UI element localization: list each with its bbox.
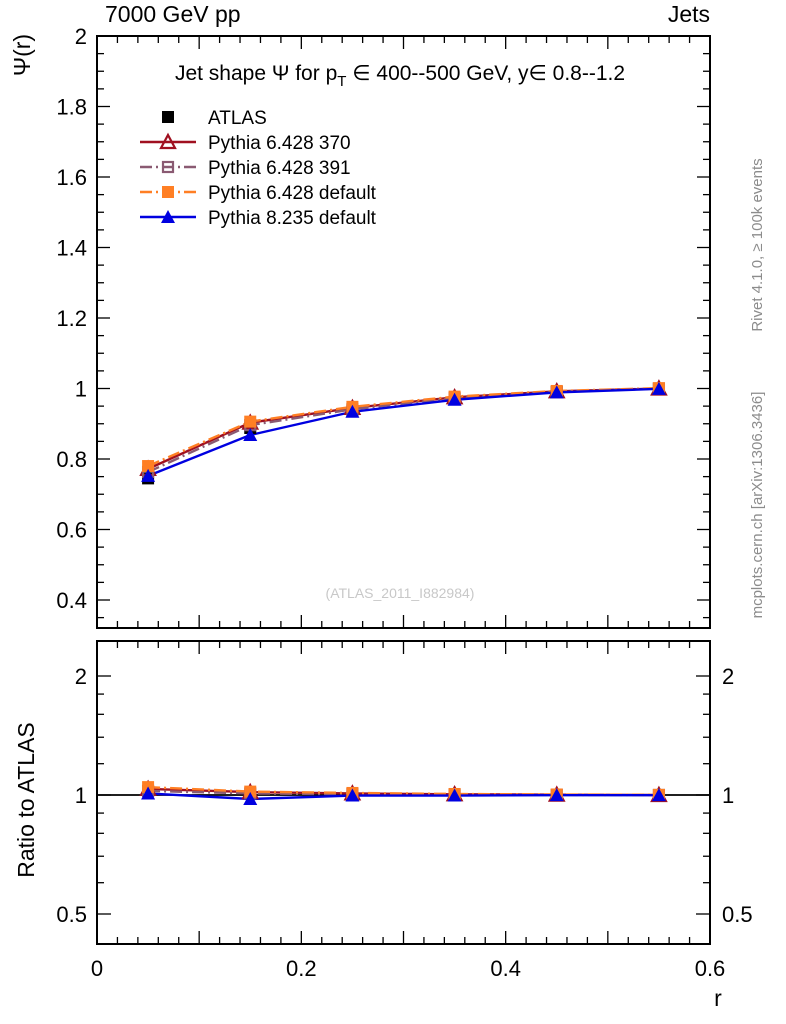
ratio-data-marker xyxy=(651,788,666,802)
ratio-y-axis-label: Ratio to ATLAS xyxy=(13,722,39,878)
main-ytick-label: 0.6 xyxy=(56,518,87,543)
x-tick-label: 0.2 xyxy=(286,956,317,981)
ratio-ytick-label-right: 2 xyxy=(722,664,734,689)
side-label-rivet: Rivet 4.1.0, ≥ 100k events xyxy=(749,158,766,331)
ratio-ytick-label-left: 2 xyxy=(75,664,87,689)
y-axis-label: Ψ(r) xyxy=(9,34,35,76)
plot-title: Jet shape Ψ for pT ∈ 400--500 GeV, y∈ 0.… xyxy=(175,62,625,90)
ratio-data-marker xyxy=(345,788,360,802)
ratio-ytick-label-right: 1 xyxy=(722,783,734,808)
legend-marker xyxy=(162,111,174,123)
title-post: ∈ 400--500 GeV, y∈ 0.8--1.2 xyxy=(346,62,625,85)
ratio-ytick-label-left: 1 xyxy=(75,783,87,808)
ratio-data-marker xyxy=(447,788,462,802)
main-ytick-label: 1.6 xyxy=(56,165,87,190)
legend-marker xyxy=(161,160,175,174)
ratio-data-marker xyxy=(244,785,257,798)
main-ytick-label: 0.4 xyxy=(56,588,87,613)
main-data-marker xyxy=(549,385,564,399)
legend-marker xyxy=(161,210,175,223)
main-ytick-label: 2 xyxy=(75,24,87,49)
legend-label: Pythia 6.428 default xyxy=(208,183,377,204)
main-ytick-label: 0.8 xyxy=(56,447,87,472)
title-subscript: T xyxy=(337,73,346,90)
dataset-watermark: (ATLAS_2011_I882984) xyxy=(326,585,475,601)
ratio-data-marker xyxy=(141,786,156,800)
main-plot-frame xyxy=(96,35,711,629)
main-series-line xyxy=(147,386,659,468)
main-data-marker xyxy=(244,415,257,428)
legend-marker xyxy=(159,132,177,150)
x-tick-label: 0.6 xyxy=(695,956,726,981)
side-label-mcplots: mcplots.cern.ch [arXiv:1306.3436] xyxy=(749,392,766,619)
legend-marker xyxy=(162,186,174,198)
header-right-label: Jets xyxy=(668,1,710,27)
main-data-marker xyxy=(651,381,666,395)
main-ytick-label: 1.8 xyxy=(56,95,87,120)
legend-label: Pythia 6.428 391 xyxy=(208,158,351,179)
legend-label: Pythia 6.428 370 xyxy=(208,133,351,154)
ratio-data-marker xyxy=(243,791,258,805)
x-axis-label: r xyxy=(714,985,722,1011)
ratio-plot-frame xyxy=(96,640,711,945)
x-tick-label: 0.4 xyxy=(490,956,521,981)
main-series-line xyxy=(147,387,659,474)
main-data-marker xyxy=(243,428,258,442)
main-data-marker xyxy=(141,468,156,482)
main-series-line xyxy=(147,387,659,478)
main-data-marker xyxy=(142,460,155,473)
x-tick-label: 0 xyxy=(91,956,103,981)
ratio-series-line xyxy=(148,792,659,801)
main-ytick-label: 1 xyxy=(75,377,87,402)
title-mid: for p xyxy=(289,62,337,85)
main-data-marker xyxy=(447,392,462,406)
ratio-data-marker xyxy=(549,788,564,802)
title-psi: Ψ xyxy=(272,62,290,85)
main-data-marker xyxy=(345,404,360,418)
ratio-ytick-label-left: 0.5 xyxy=(56,902,87,927)
title-pre: Jet shape xyxy=(175,62,272,85)
ratio-ytick-label-right: 0.5 xyxy=(722,902,753,927)
legend-label: ATLAS xyxy=(208,108,267,129)
main-ytick-label: 1.4 xyxy=(56,236,87,261)
main-ytick-label: 1.2 xyxy=(56,306,87,331)
header-left-label: 7000 GeV pp xyxy=(105,1,241,27)
legend-label: Pythia 8.235 default xyxy=(208,208,377,229)
